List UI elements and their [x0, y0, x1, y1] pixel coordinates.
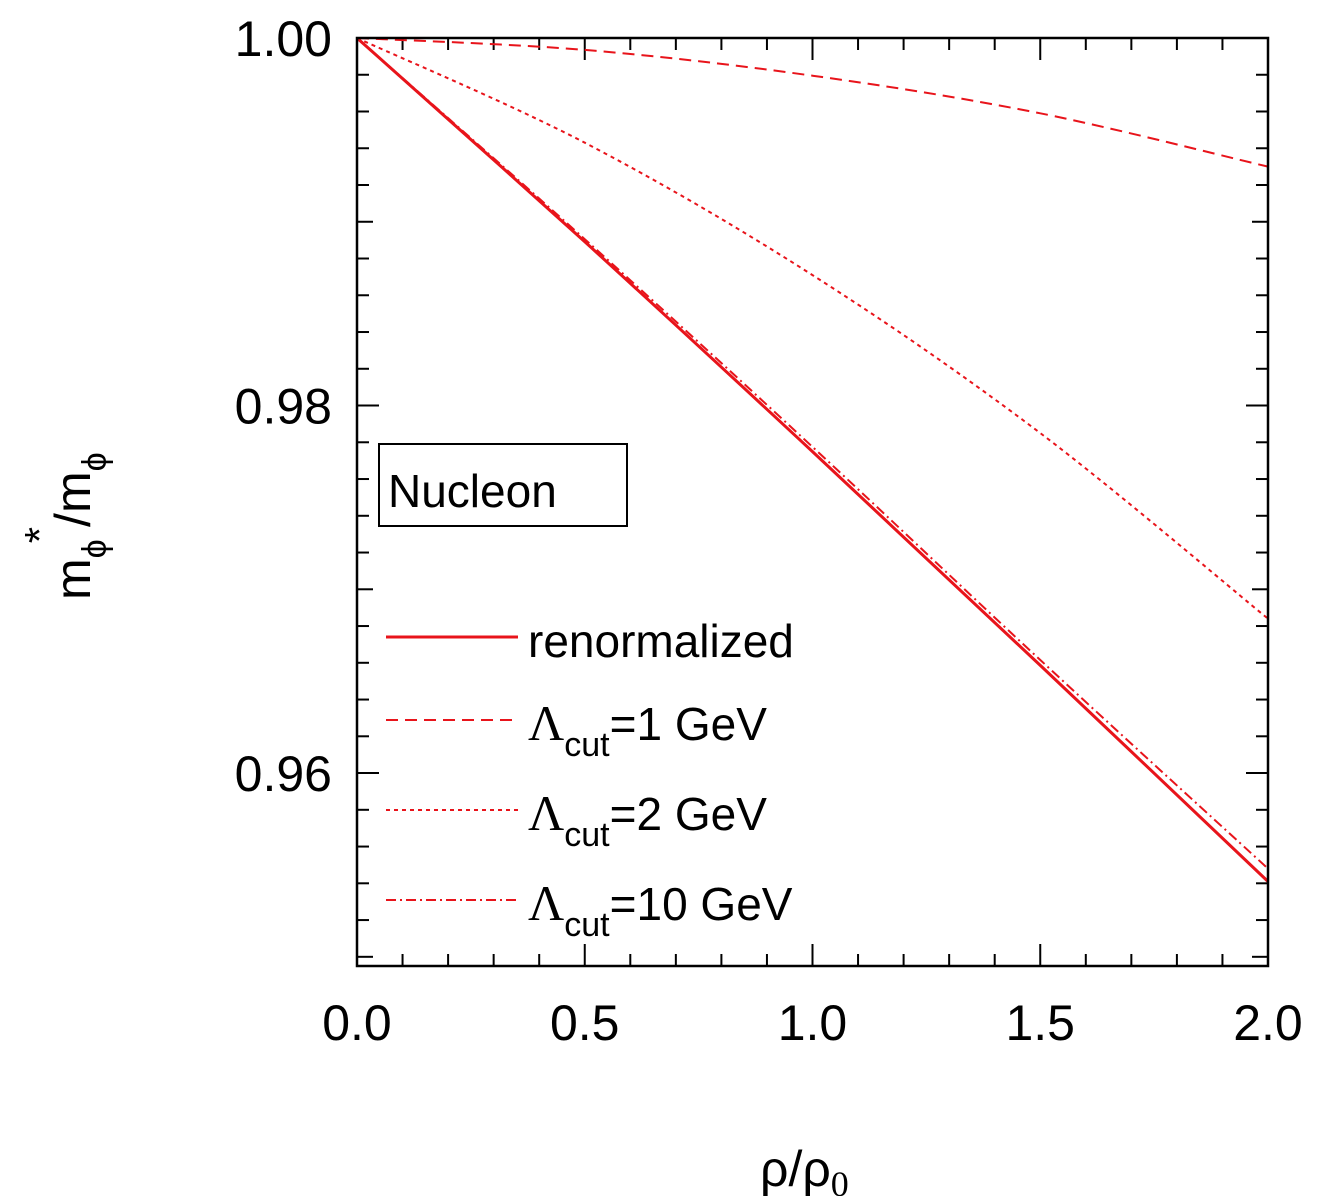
y-tick-label: 1.00	[235, 11, 332, 67]
annotation-text: Nucleon	[388, 465, 557, 517]
series-line-solid	[355, 36, 1270, 883]
y-tick-label: 0.96	[235, 746, 332, 802]
x-axis-label: ρ/ρ0	[760, 1141, 849, 1196]
legend-label: Λcut=2 GeV	[528, 785, 767, 854]
series-line-dashed	[356, 37, 1269, 168]
x-tick-label: 2.0	[1233, 995, 1303, 1051]
tick-labels: 0.0 0.5 1.0 1.5 2.0 1.00 0.98 0.96	[235, 11, 1303, 1051]
x-tick-label: 1.0	[778, 995, 848, 1051]
x-tick-label: 1.5	[1005, 995, 1075, 1051]
legend-label: renormalized	[528, 615, 794, 667]
legend-label: Λcut=1 GeV	[528, 695, 767, 764]
tick-marks	[356, 37, 1269, 966]
series-line-dotted	[356, 37, 1269, 620]
legend: renormalized Λcut=1 GeV Λcut=2 GeV Λcut=10 …	[386, 615, 794, 944]
y-axis-label: mϕ*/mϕ	[16, 452, 114, 600]
series-lines	[355, 36, 1270, 883]
plot-frame	[355, 36, 1270, 968]
x-tick-label: 0.5	[550, 995, 620, 1051]
annotation-box	[378, 443, 628, 527]
legend-label: Λcut=10 GeV	[528, 875, 793, 944]
x-tick-label: 0.0	[322, 995, 392, 1051]
y-tick-label: 0.98	[235, 379, 332, 435]
